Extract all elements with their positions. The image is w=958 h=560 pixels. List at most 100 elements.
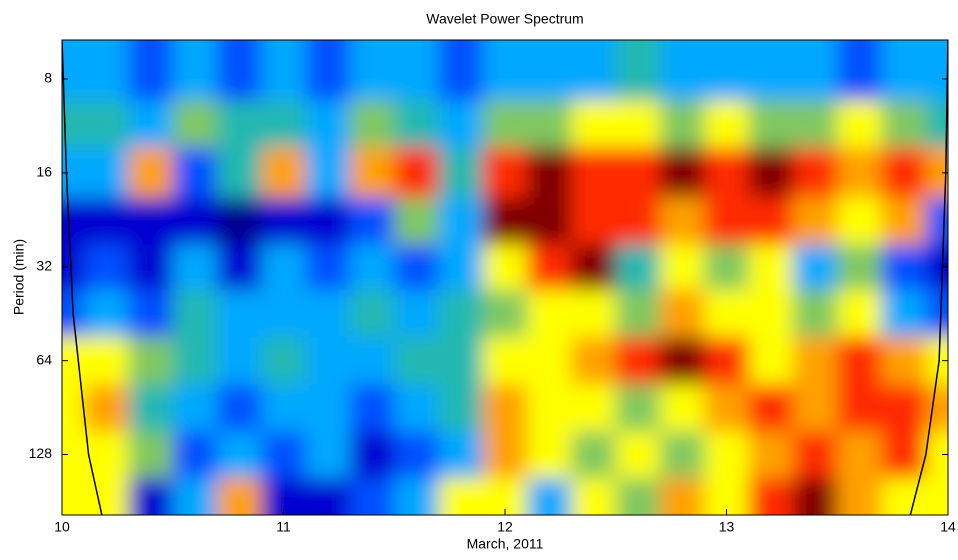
- x-tick-label: 14: [940, 519, 956, 535]
- heat-cell: [881, 197, 927, 245]
- heat-cell: [482, 384, 528, 432]
- heat-cell: [615, 244, 661, 291]
- heat-cell: [438, 384, 484, 432]
- heat-cell: [925, 100, 948, 148]
- heat-cell: [615, 431, 661, 479]
- heat-cell: [84, 244, 129, 291]
- heat-cell: [349, 100, 395, 148]
- heat-cell: [482, 100, 528, 148]
- heat-cell: [527, 384, 572, 432]
- heat-cell: [84, 289, 129, 338]
- heat-cell: [482, 147, 528, 198]
- heat-cell: [84, 336, 129, 385]
- heat-cell: [128, 289, 174, 338]
- heat-cell: [305, 244, 351, 291]
- chart-title: Wavelet Power Spectrum: [426, 11, 583, 27]
- heat-cell: [394, 100, 440, 148]
- heat-cell: [837, 40, 883, 102]
- heat-cell: [615, 147, 661, 198]
- heat-cell: [571, 336, 617, 385]
- heat-cell: [571, 244, 617, 291]
- heat-cell: [482, 197, 528, 245]
- heat-cell: [394, 147, 440, 198]
- heat-cell: [438, 197, 484, 245]
- heat-cell: [305, 336, 351, 385]
- heat-cell: [792, 478, 838, 515]
- heat-cell: [704, 100, 750, 148]
- heat-cell: [394, 197, 440, 245]
- heat-cell: [615, 478, 661, 515]
- heat-cell: [172, 431, 218, 479]
- heat-cell: [394, 478, 440, 515]
- heat-cell: [660, 244, 705, 291]
- heat-cell: [660, 40, 705, 102]
- heat-cell: [748, 431, 794, 479]
- heat-cell: [305, 100, 351, 148]
- heat-cell: [349, 431, 395, 479]
- heat-cell: [527, 147, 572, 198]
- heat-cell: [261, 384, 307, 432]
- heat-cell: [394, 244, 440, 291]
- x-tick-label: 13: [719, 519, 735, 535]
- heat-cell: [837, 384, 883, 432]
- heat-cell: [704, 147, 750, 198]
- heat-cell: [62, 244, 85, 291]
- heat-cell: [438, 244, 484, 291]
- heat-cell: [482, 478, 528, 515]
- coi-line: [62, 40, 103, 515]
- heat-cell: [748, 40, 794, 102]
- heat-cell: [128, 384, 174, 432]
- heat-cell: [128, 478, 174, 515]
- heat-cell: [438, 100, 484, 148]
- heat-cell: [305, 289, 351, 338]
- heat-cell: [704, 384, 750, 432]
- heat-cell: [172, 336, 218, 385]
- heat-cell: [660, 197, 705, 245]
- heat-cell: [527, 289, 572, 338]
- heat-cell: [925, 40, 948, 102]
- heat-cell: [792, 384, 838, 432]
- heat-cell: [349, 197, 395, 245]
- heat-cell: [615, 40, 661, 102]
- heat-cell: [615, 384, 661, 432]
- heat-cell: [349, 40, 395, 102]
- heat-cell: [217, 336, 262, 385]
- heat-cell: [704, 431, 750, 479]
- heat-cell: [704, 197, 750, 245]
- heat-cell: [217, 244, 262, 291]
- heat-cell: [837, 431, 883, 479]
- heat-cell: [84, 147, 129, 198]
- heat-cell: [837, 244, 883, 291]
- heat-cell: [881, 289, 927, 338]
- heat-cell: [527, 431, 572, 479]
- heat-cell: [305, 384, 351, 432]
- heat-cell: [704, 244, 750, 291]
- heat-cell: [571, 478, 617, 515]
- heat-cell: [261, 197, 307, 245]
- y-tick-label: 32: [36, 257, 52, 273]
- heat-cell: [217, 289, 262, 338]
- heat-cell: [571, 40, 617, 102]
- heat-cell: [660, 478, 705, 515]
- heat-cell: [84, 478, 129, 515]
- heatmap: [62, 40, 948, 515]
- heat-cell: [881, 40, 927, 102]
- heat-cell: [482, 336, 528, 385]
- heat-cell: [881, 147, 927, 198]
- heat-cell: [748, 147, 794, 198]
- heat-cell: [62, 40, 85, 102]
- heat-cell: [128, 40, 174, 102]
- heat-cell: [261, 147, 307, 198]
- heat-cell: [615, 100, 661, 148]
- heat-cell: [792, 40, 838, 102]
- heat-cell: [925, 431, 948, 479]
- heat-cell: [792, 100, 838, 148]
- heat-cell: [128, 431, 174, 479]
- heat-cell: [527, 478, 572, 515]
- heat-cell: [62, 197, 85, 245]
- heat-cell: [217, 431, 262, 479]
- heat-cell: [571, 197, 617, 245]
- heat-cell: [792, 147, 838, 198]
- heat-cell: [792, 289, 838, 338]
